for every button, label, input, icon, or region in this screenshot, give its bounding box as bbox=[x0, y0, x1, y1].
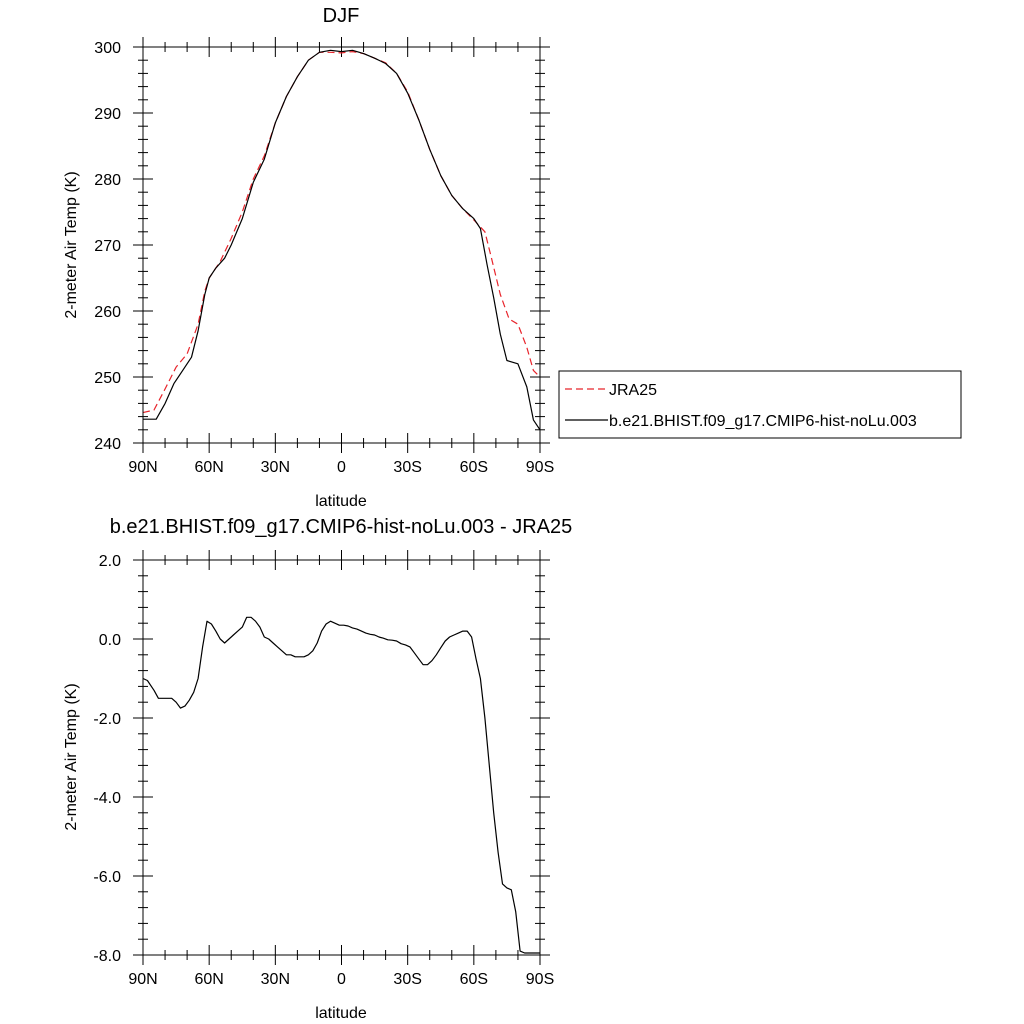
difference-panel: b.e21.BHIST.f09_g17.CMIP6-hist-noLu.003 … bbox=[63, 516, 572, 1022]
x-tick-label: 0 bbox=[337, 971, 346, 988]
y-tick-label: -8.0 bbox=[93, 948, 121, 965]
series-lines bbox=[142, 49, 541, 431]
x-tick-label: 30N bbox=[261, 459, 290, 476]
x-tick-label: 30S bbox=[393, 459, 421, 476]
tick-marks bbox=[133, 550, 550, 965]
y-tick-label: -6.0 bbox=[93, 869, 121, 886]
series-line-jra25 bbox=[142, 50, 541, 414]
y-tick-label: 240 bbox=[94, 436, 121, 453]
tick-marks bbox=[133, 37, 550, 453]
x-tick-label: 60N bbox=[194, 459, 223, 476]
x-tick-label: 60S bbox=[460, 971, 488, 988]
y-tick-label: 290 bbox=[94, 106, 121, 123]
series-line-difference bbox=[142, 616, 540, 954]
y-tick-label: 0.0 bbox=[99, 632, 121, 649]
x-tick-label: 60N bbox=[194, 971, 223, 988]
y-tick-label: -4.0 bbox=[93, 790, 121, 807]
panel-title: DJF bbox=[323, 5, 360, 27]
x-tick-label: 90S bbox=[526, 971, 554, 988]
y-tick-label: -2.0 bbox=[93, 711, 121, 728]
x-tick-label: 60S bbox=[460, 459, 488, 476]
y-axis-title: 2-meter Air Temp (K) bbox=[63, 171, 80, 318]
series-line-b-e21-bhist-f09-g17-cmip6-hist-nolu-003 bbox=[143, 49, 541, 431]
legend-label-jra25: JRA25 bbox=[609, 382, 657, 399]
plot-frame bbox=[142, 559, 541, 956]
x-tick-label: 30N bbox=[261, 971, 290, 988]
legend: JRA25 b.e21.BHIST.f09_g17.CMIP6-hist-noL… bbox=[558, 370, 962, 439]
y-tick-label: 280 bbox=[94, 172, 121, 189]
y-axis-title: 2-meter Air Temp (K) bbox=[63, 683, 80, 830]
x-axis-title: latitude bbox=[315, 1005, 367, 1022]
y-tick-label: 2.0 bbox=[99, 553, 121, 570]
y-tick-label: 300 bbox=[94, 40, 121, 57]
plot-frame bbox=[142, 46, 541, 444]
y-tick-label: 270 bbox=[94, 238, 121, 255]
x-axis-title: latitude bbox=[315, 493, 367, 510]
series-lines bbox=[142, 616, 540, 954]
tick-labels: 90N 60N 30N 0 30S 60S 90S 240 250 260 270 280 290 300 bbox=[94, 40, 554, 476]
x-tick-label: 90N bbox=[128, 971, 157, 988]
tick-labels: 90N 60N 30N 0 30S 60S 90S -8.0 -6.0 -4.0 -2.0 0.0 2.… bbox=[93, 553, 554, 988]
legend-label-model: b.e21.BHIST.f09_g17.CMIP6-hist-noLu.003 bbox=[609, 413, 917, 430]
y-tick-label: 260 bbox=[94, 304, 121, 321]
x-tick-label: 90S bbox=[526, 459, 554, 476]
panel-title: b.e21.BHIST.f09_g17.CMIP6-hist-noLu.003 … bbox=[110, 516, 572, 538]
y-tick-label: 250 bbox=[94, 370, 121, 387]
temperature-panel: DJF 90N 60N 30N 0 30S 60S 90S 240 250 260 270 280 29… bbox=[63, 5, 962, 510]
x-tick-label: 30S bbox=[393, 971, 421, 988]
x-tick-label: 0 bbox=[337, 459, 346, 476]
legend-box bbox=[558, 370, 962, 439]
x-tick-label: 90N bbox=[128, 459, 157, 476]
